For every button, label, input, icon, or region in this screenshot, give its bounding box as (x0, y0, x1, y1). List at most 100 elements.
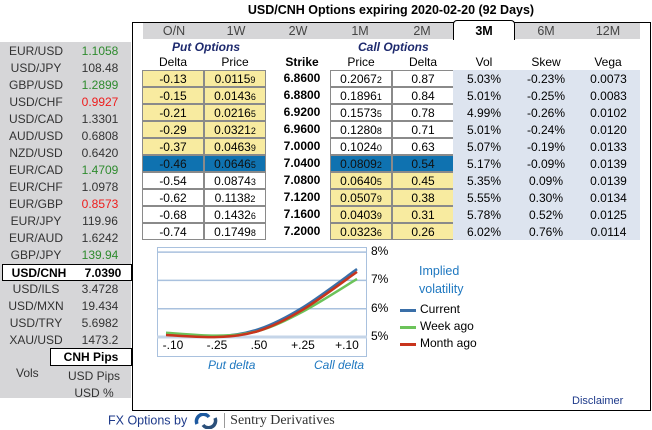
cell-put-price: 0.17498 (204, 223, 266, 240)
unit-option[interactable]: USD Pips (67, 369, 120, 383)
market-row[interactable]: USD/CNH 7.0390 (2, 264, 132, 281)
market-row[interactable]: GBP/JPY 139.94 (0, 247, 131, 264)
tab-2m[interactable]: 2M (413, 24, 431, 38)
disclaimer-link[interactable]: Disclaimer (572, 395, 624, 407)
cell-vol: 6.02% (453, 223, 515, 240)
tab-6m[interactable]: 6M (537, 24, 555, 38)
market-row[interactable]: GBP/USD 1.2899 (0, 77, 131, 94)
market-row[interactable]: EUR/GBP 0.8573 (0, 196, 131, 213)
tab-3m[interactable]: 3M (453, 20, 515, 40)
tab-12m[interactable]: 12M (595, 24, 621, 38)
price-main: 0.0321 (214, 123, 251, 137)
market-row[interactable]: USD/CAD 1.3301 (0, 111, 131, 128)
market-rates-panel: EUR/USD 1.1058 USD/JPY 108.48 GBP/USD 1.2899 U… (0, 42, 132, 400)
legend-swatch (400, 309, 416, 312)
series-line-month-ago (165, 270, 358, 339)
market-row[interactable]: EUR/CAD 1.4709 (0, 162, 131, 179)
cell-strike: 6.8600 (283, 71, 321, 85)
cell-call-delta: 0.78 (392, 104, 454, 121)
market-pair: EUR/CAD (8, 163, 63, 177)
cell-put-delta: -0.54 (142, 172, 204, 189)
cell-skew: -0.23% (515, 70, 577, 87)
price-pip-digit: 9 (250, 75, 256, 85)
market-row[interactable]: USD/ILS 3.4728 (0, 281, 131, 298)
x-tick-label: +.25 (291, 338, 315, 352)
cell-call-price: 0.15735 (330, 104, 392, 121)
market-pair: GBP/USD (8, 78, 63, 92)
market-row[interactable]: XAU/USD 1473.2 (0, 332, 131, 349)
tab-on[interactable]: O/N (162, 24, 186, 38)
market-value: 108.48 (81, 61, 119, 75)
cell-call-price: 0.06405 (330, 172, 392, 189)
market-pair: AUD/USD (8, 129, 63, 143)
legend-title-line2: volatility (419, 282, 464, 296)
legend-label: Week ago (420, 319, 474, 333)
market-pair: EUR/GBP (8, 197, 63, 211)
cell-call-price: 0.12808 (330, 121, 392, 138)
market-row[interactable]: USD/CHF 0.9927 (0, 94, 131, 111)
market-row[interactable]: USD/JPY 108.48 (0, 60, 131, 77)
market-pair: USD/CHF (9, 95, 63, 109)
header-put-delta: Delta (158, 55, 187, 69)
price-main: 0.1573 (340, 106, 377, 120)
price-main: 0.0463 (214, 140, 251, 154)
cell-strike: 6.9200 (283, 105, 321, 119)
price-pip-digit: 3 (250, 177, 256, 187)
price-main: 0.1280 (340, 123, 377, 137)
price-pip-digit: 8 (376, 126, 382, 136)
cell-vol: 5.07% (453, 138, 515, 155)
tab-1m[interactable]: 1M (351, 24, 369, 38)
cell-vega: 0.0125 (577, 206, 640, 223)
cell-vega: 0.0120 (577, 121, 640, 138)
call-options-title: Call Options (358, 40, 429, 54)
market-pair: EUR/JPY (10, 214, 62, 228)
market-row[interactable]: EUR/USD 1.1058 (0, 43, 131, 60)
market-value: 3.4728 (81, 282, 119, 296)
market-pair: GBP/JPY (10, 248, 62, 262)
cell-vol: 5.78% (453, 206, 515, 223)
price-pip-digit: 6 (250, 92, 256, 102)
market-value: 0.9927 (81, 95, 119, 109)
market-row[interactable]: EUR/CHF 1.0978 (0, 179, 131, 196)
market-value: 1.2899 (81, 78, 119, 92)
cell-vega: 0.0073 (577, 70, 640, 87)
cell-skew: -0.25% (515, 87, 577, 104)
series-line-current (165, 268, 358, 338)
cell-put-price: 0.01436 (204, 87, 266, 104)
market-row[interactable]: EUR/AUD 1.6242 (0, 230, 131, 247)
cell-call-price: 0.18961 (330, 87, 392, 104)
cell-put-delta: -0.15 (142, 87, 204, 104)
cell-put-price: 0.03212 (204, 121, 266, 138)
cell-put-delta: -0.21 (142, 104, 204, 121)
price-pip-digit: 9 (250, 143, 256, 153)
market-pair: USD/ILS (12, 282, 60, 296)
market-row[interactable]: AUD/USD 0.6808 (0, 128, 131, 145)
market-row[interactable]: NZD/USD 0.6420 (0, 145, 131, 162)
cell-call-delta: 0.26 (392, 223, 454, 240)
unit-option-cnh-pips[interactable]: CNH Pips (50, 348, 132, 366)
cell-call-delta: 0.71 (392, 121, 454, 138)
put-options-title: Put Options (172, 40, 240, 54)
market-row[interactable]: USD/TRY 5.6982 (0, 315, 131, 332)
cell-skew: 0.52% (515, 206, 577, 223)
cell-strike: 7.0000 (283, 139, 321, 153)
cell-put-price: 0.02165 (204, 104, 266, 121)
unit-option[interactable]: USD % (74, 386, 114, 400)
header-call-price: Price (347, 55, 375, 69)
market-pair: USD/CAD (8, 112, 63, 126)
cell-put-price: 0.06465 (204, 155, 266, 172)
market-row[interactable]: USD/MXN 19.434 (0, 298, 131, 315)
tab-1w[interactable]: 1W (226, 24, 246, 38)
page-title: USD/CNH Options expiring 2020-02-20 (92 … (247, 3, 535, 17)
cell-skew: 0.30% (515, 189, 577, 206)
footer-prefix: FX Options by (108, 413, 188, 428)
cell-vol: 4.99% (453, 104, 515, 121)
market-row[interactable]: EUR/JPY 119.96 (0, 213, 131, 230)
cell-call-delta: 0.45 (392, 172, 454, 189)
price-main: 0.0874 (214, 174, 251, 188)
cell-put-price: 0.14326 (204, 206, 266, 223)
tab-2w[interactable]: 2W (288, 24, 308, 38)
cell-strike: 7.1200 (283, 190, 321, 204)
cell-vol: 5.35% (453, 172, 515, 189)
